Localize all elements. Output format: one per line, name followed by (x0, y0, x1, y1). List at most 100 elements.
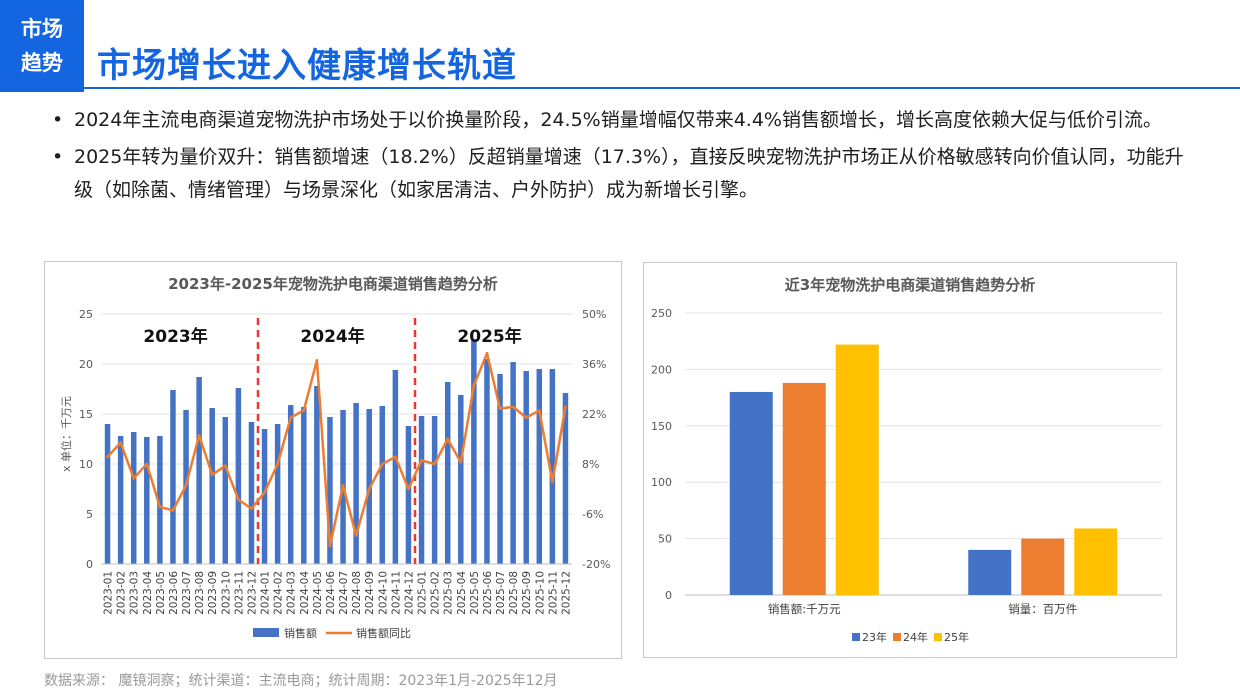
sales-yoy-point (550, 480, 554, 484)
x-tick-label: 2023-01 (103, 571, 115, 615)
sales-yoy-point (132, 476, 136, 480)
x-tick-label: 2024-02 (273, 571, 285, 615)
sales-bar (353, 403, 359, 564)
sales-yoy-point (485, 351, 489, 355)
monthly-chart-panel: 2023年-2025年宠物洗护电商渠道销售趋势分析 0 5 10 15 20 25 -20% -… (44, 261, 622, 659)
x-tick-label: 2023-04 (142, 571, 154, 615)
sales-bar (261, 429, 268, 564)
sales-yoy-point (145, 462, 149, 466)
sales-yoy-point (367, 487, 371, 491)
sales-bar (157, 436, 163, 564)
year-bar (968, 549, 1012, 595)
x-tick-label: 销量：百万件 (1008, 602, 1077, 616)
monthly-trend-chart: 2023年-2025年宠物洗护电商渠道销售趋势分析 0 5 10 15 20 25 -20% -… (59, 275, 610, 640)
chart-title: 近3年宠物洗护电商渠道销售趋势分析 (785, 276, 1035, 294)
sales-bar (562, 393, 569, 564)
x-tick-label: 2025-12 (560, 571, 572, 615)
x-tick-label: 2023-02 (116, 571, 128, 615)
sales-bar (549, 369, 556, 564)
y-tick-label: 5 (86, 508, 93, 521)
section-tag-line2: 趋势 (21, 51, 63, 75)
legend-swatch-sales (253, 628, 279, 637)
sales-bar (314, 386, 320, 564)
yearly-trend-chart: 近3年宠物洗护电商渠道销售趋势分析 0 50 100 150 200 250 销售额:千万元 销… (651, 276, 1162, 644)
bullet-dot: • (52, 146, 64, 168)
sales-yoy-point (524, 416, 528, 419)
sales-bar (471, 339, 477, 564)
year-bar (729, 391, 773, 595)
bullet-text: 2025年转为量价双升：销售额增速（18.2%）反超销量增速（17.3%），直接… (74, 146, 1184, 201)
sales-bar (209, 408, 215, 564)
x-tick-label: 2024-11 (390, 571, 402, 615)
sales-yoy-point (184, 484, 188, 487)
y2-tick-label: 50% (582, 308, 606, 321)
x-tick-label: 销售额:千万元 (768, 602, 841, 616)
x-tick-label: 2025-09 (521, 571, 533, 615)
y-axis-label: x 单位：千万元 (59, 396, 73, 472)
y-tick-label: 0 (665, 589, 672, 602)
sales-yoy-point (106, 455, 109, 459)
x-tick-label: 2023-05 (155, 571, 167, 615)
legend-label-sales: 销售额 (284, 626, 317, 640)
x-tick-label: 2023-12 (246, 571, 258, 615)
sales-bar (431, 416, 438, 564)
legend-label-yoy: 销售额同比 (356, 626, 411, 640)
sales-yoy-point (407, 487, 410, 491)
sales-yoy-point (276, 462, 280, 466)
sales-yoy-point (472, 384, 476, 387)
sales-bar (235, 388, 242, 564)
x-tick-label: 2023-09 (207, 571, 219, 615)
bullet-list: • 2024年主流电商渠道宠物洗护市场处于以价换量阶段，24.5%销量增幅仅带来… (52, 104, 1202, 211)
y-tick-label: 15 (79, 408, 93, 421)
sales-yoy-point (433, 462, 437, 466)
sales-yoy-point (393, 455, 397, 459)
sales-yoy-point (210, 473, 214, 477)
section-tag-line1: 市场 (21, 17, 63, 41)
sales-bar (301, 407, 307, 564)
sales-yoy-line (106, 352, 567, 548)
x-tick-label: 2025-01 (417, 571, 429, 615)
year-bar (782, 382, 826, 595)
x-tick-label: 2025-07 (495, 571, 507, 615)
sales-bar (497, 374, 503, 564)
legend-swatch (852, 633, 860, 641)
x-tick-label: 2023-11 (233, 571, 245, 615)
sales-yoy-point (119, 441, 123, 444)
sales-bar (130, 432, 137, 564)
x-tick-label: 2025-11 (547, 571, 559, 615)
section-tag: 市场 趋势 (0, 0, 84, 92)
y-tick-label: 150 (651, 420, 672, 433)
sales-bar (287, 405, 294, 564)
sales-bar (196, 377, 202, 564)
x-tick-label: 2025-05 (469, 571, 481, 615)
header-divider (0, 87, 1240, 89)
sales-bar (418, 416, 425, 564)
sales-yoy-point (236, 498, 240, 502)
sales-yoy-point (446, 437, 450, 441)
x-tick-label: 2025-10 (534, 571, 546, 615)
x-tick-label: 2023-08 (194, 571, 206, 615)
x-tick-label: 2024-08 (351, 571, 363, 615)
x-tick-label: 2024-07 (338, 571, 350, 615)
sales-yoy-point (171, 509, 175, 512)
x-tick-label: 2024-12 (403, 571, 415, 615)
legend-swatch (893, 633, 901, 641)
sales-bar (392, 370, 399, 564)
source-footnote: 数据来源： 魔镜洞察；统计渠道：主流电商；统计周期：2023年1月-2025年1… (44, 673, 558, 689)
x-tick-label: 2024-06 (325, 571, 337, 615)
bullet-dot: • (52, 109, 64, 131)
x-tick-label: 2025-08 (508, 571, 520, 615)
x-tick-label: 2024-04 (299, 571, 311, 615)
sales-bar (379, 406, 386, 564)
sales-yoy-point (354, 534, 358, 537)
year-label: 2023年 (143, 326, 207, 347)
sales-bar (458, 395, 464, 564)
sales-yoy-point (341, 484, 345, 487)
y2-tick-label: -20% (582, 558, 610, 571)
x-tick-label: 2023-03 (129, 571, 141, 615)
y-tick-label: 250 (651, 307, 672, 320)
legend-label: 23年 (862, 630, 887, 644)
sales-bar (536, 369, 543, 564)
y-tick-label: 0 (86, 558, 93, 571)
sales-yoy-point (564, 405, 567, 409)
